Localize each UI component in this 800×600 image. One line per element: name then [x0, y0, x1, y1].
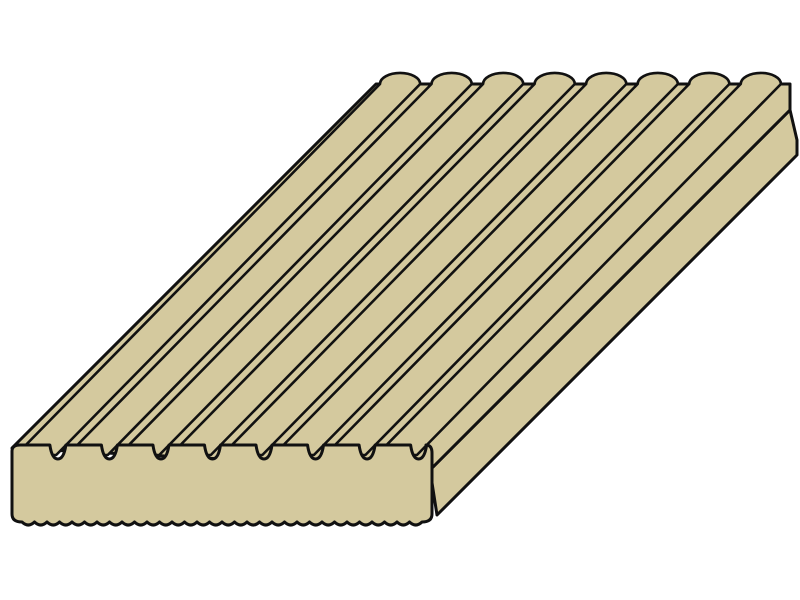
ridge [323, 71, 731, 457]
ridge [66, 71, 474, 457]
ridge [14, 71, 422, 457]
ridge [375, 71, 783, 457]
board-front-face [10, 443, 434, 527]
ridge-group [14, 71, 783, 457]
ridge [272, 71, 680, 457]
ridge [117, 71, 525, 457]
ridge [220, 71, 628, 457]
ridge [169, 71, 577, 457]
